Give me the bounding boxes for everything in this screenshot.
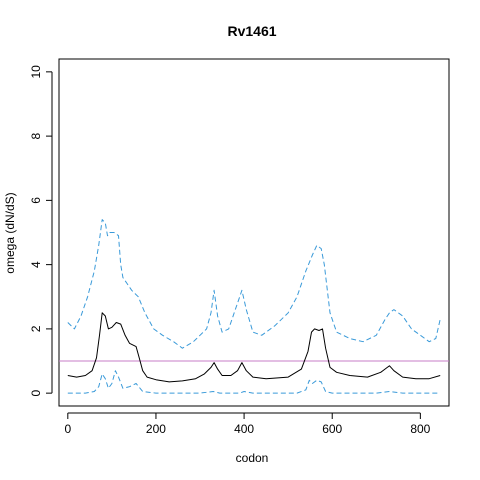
x-tick-label: 400: [234, 422, 254, 436]
y-axis: 0 2 4 6 8 10: [29, 65, 53, 396]
plot-frame: [58, 58, 450, 407]
x-tick-label: 0: [64, 422, 71, 436]
x-axis: 0 200 400 600 800: [64, 412, 431, 436]
series-line-estimate: [67, 312, 441, 383]
y-tick-label: 6: [29, 197, 43, 204]
y-tick-label: 0: [29, 389, 43, 396]
x-tick-label: 800: [410, 422, 430, 436]
series-line-upper-bound: [67, 219, 441, 349]
x-tick-label: 200: [146, 422, 166, 436]
series-layer: [67, 219, 441, 394]
y-tick-label: 10: [29, 65, 43, 79]
y-tick-label: 2: [29, 325, 43, 332]
x-tick-label: 600: [322, 422, 342, 436]
chart-title: Rv1461: [227, 23, 276, 39]
y-tick-label: 4: [29, 261, 43, 268]
series-line-lower-bound: [67, 370, 441, 394]
x-axis-label: codon: [236, 451, 269, 465]
y-tick-label: 8: [29, 132, 43, 139]
y-axis-label: omega (dN/dS): [3, 192, 17, 273]
